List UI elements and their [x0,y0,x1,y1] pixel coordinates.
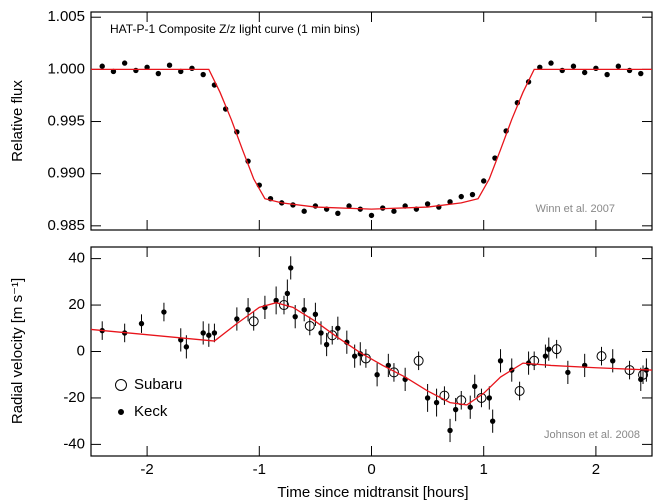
point [458,193,464,200]
point [424,395,431,401]
point [166,62,173,68]
y-tick-label: 20 [68,296,85,313]
point [284,290,291,297]
y-tick-label: 0.995 [47,112,85,129]
point [542,353,549,359]
point [138,320,145,327]
open-point [304,320,315,331]
plot-frame [90,11,653,231]
y-tick-label: 0.990 [47,165,85,182]
point [200,330,206,336]
point [546,346,552,352]
point [292,313,298,320]
point [206,332,212,338]
point [481,178,487,184]
open-point [551,344,562,355]
point [604,71,610,78]
point [318,330,324,336]
point [273,297,279,304]
y-tick-label: 0 [77,342,85,359]
point [335,210,341,217]
x-tick-label: -2 [140,461,153,478]
open-point [514,385,525,396]
point [155,70,162,77]
point [570,63,577,69]
point [301,208,307,214]
point [452,406,459,413]
chart-title: HAT-P-1 Composite Z/z light curve (1 min… [110,22,360,36]
point [312,311,319,318]
point [486,395,493,401]
point [433,399,440,406]
point [288,265,294,271]
point [183,344,190,350]
y-tick-label: -20 [63,389,85,406]
point [447,427,453,434]
open-point [388,367,399,378]
point [548,60,554,66]
point [391,208,397,214]
point [581,69,588,76]
point [161,309,167,315]
point [638,376,644,383]
open-point [596,351,607,362]
point [234,316,240,322]
legend-label: Keck [134,403,168,420]
open-point [248,316,259,327]
point [469,191,476,198]
point [368,212,375,219]
point [489,418,496,424]
point [565,369,571,376]
x-axis-label: Time since midtransit [hours] [277,484,468,501]
point [200,71,206,78]
annotation: Winn et al. 2007 [536,203,616,215]
point [638,70,644,77]
y-tick-label: 40 [68,250,85,267]
point [374,372,380,378]
y-tick-label: -40 [63,435,85,452]
model-line [91,68,652,210]
x-tick-label: 2 [592,461,600,478]
open-point [624,365,635,376]
point [301,307,307,313]
point [211,330,218,336]
x-tick-label: -1 [253,461,266,478]
point [323,341,330,348]
open-point [413,355,424,366]
legend-marker [115,379,127,391]
x-tick-label: 0 [367,461,375,478]
point [610,358,616,364]
point [346,203,352,209]
point [335,325,341,331]
x-tick-label: 1 [480,461,488,478]
point [99,63,105,69]
point [245,307,251,313]
plot-frame [90,246,653,457]
y-tick-label: 1.005 [47,8,85,25]
open-point [278,300,289,311]
point [467,404,473,410]
y-axis-label: Radial velocity [m s⁻¹] [9,278,26,424]
legend-marker [118,409,124,415]
y-tick-label: 0.985 [47,217,85,234]
open-point [327,330,338,341]
legend-label: Subaru [134,376,182,393]
y-axis-label: Relative flux [9,80,26,162]
point [121,60,128,66]
annotation: Johnson et al. 2008 [544,429,640,441]
model-line [90,302,653,406]
point [497,358,504,364]
point [351,353,358,359]
point [615,63,622,69]
point [472,383,478,390]
point [424,201,431,207]
y-tick-label: 1.000 [47,60,85,77]
point [447,199,453,205]
